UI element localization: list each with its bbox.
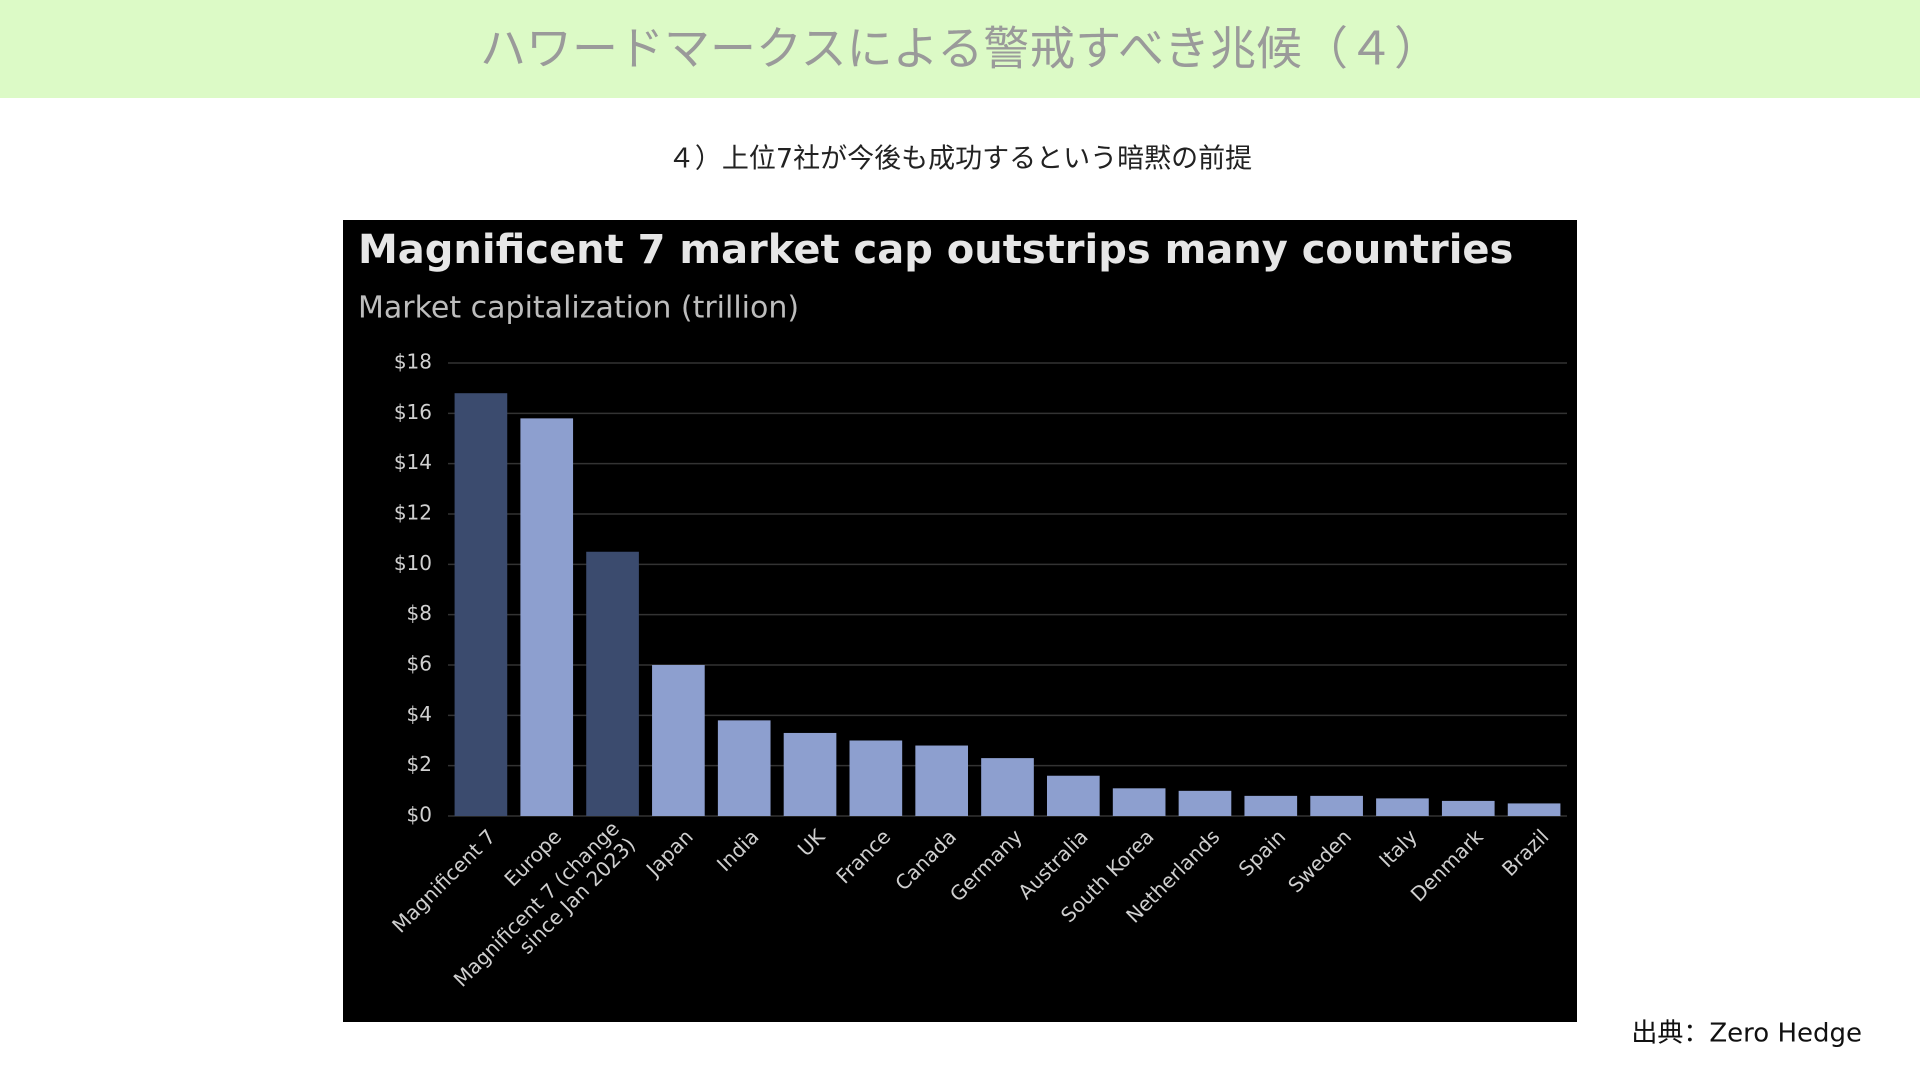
bar	[586, 551, 639, 816]
y-tick-label: $2	[407, 752, 432, 776]
bar	[520, 418, 574, 816]
bar	[1507, 803, 1561, 816]
y-tick-label: $16	[394, 400, 432, 424]
bar	[1441, 800, 1495, 816]
bar	[783, 732, 837, 816]
header-band	[0, 0, 1920, 98]
y-tick-label: $4	[407, 702, 432, 726]
bar	[849, 740, 903, 816]
slide-title: ハワードマークスによる警戒すべき兆候（４）	[480, 22, 1440, 76]
y-tick-label: $0	[407, 803, 432, 827]
bar	[1178, 790, 1232, 816]
bar	[717, 720, 771, 816]
bar	[454, 393, 508, 816]
bar	[1112, 788, 1166, 816]
bar	[1046, 775, 1100, 816]
bar	[652, 665, 705, 816]
source-note: 出典：Zero Hedge	[1631, 1019, 1862, 1049]
bar	[1310, 795, 1363, 816]
y-tick-label: $8	[407, 601, 432, 625]
bar	[981, 758, 1034, 816]
chart-subtitle: Market capitalization (trillion)	[358, 291, 799, 326]
y-tick-label: $6	[407, 652, 432, 676]
y-tick-label: $12	[394, 501, 432, 525]
bar	[915, 745, 969, 816]
slide-subtitle: ４）上位7社が今後も成功するという暗黙の前提	[668, 144, 1252, 175]
bar	[1376, 798, 1429, 816]
bar	[1244, 795, 1298, 816]
y-tick-label: $14	[394, 450, 432, 474]
chart-title: Magnificent 7 market cap outstrips many …	[358, 227, 1513, 273]
y-tick-label: $18	[394, 350, 432, 374]
y-tick-label: $10	[394, 551, 432, 575]
